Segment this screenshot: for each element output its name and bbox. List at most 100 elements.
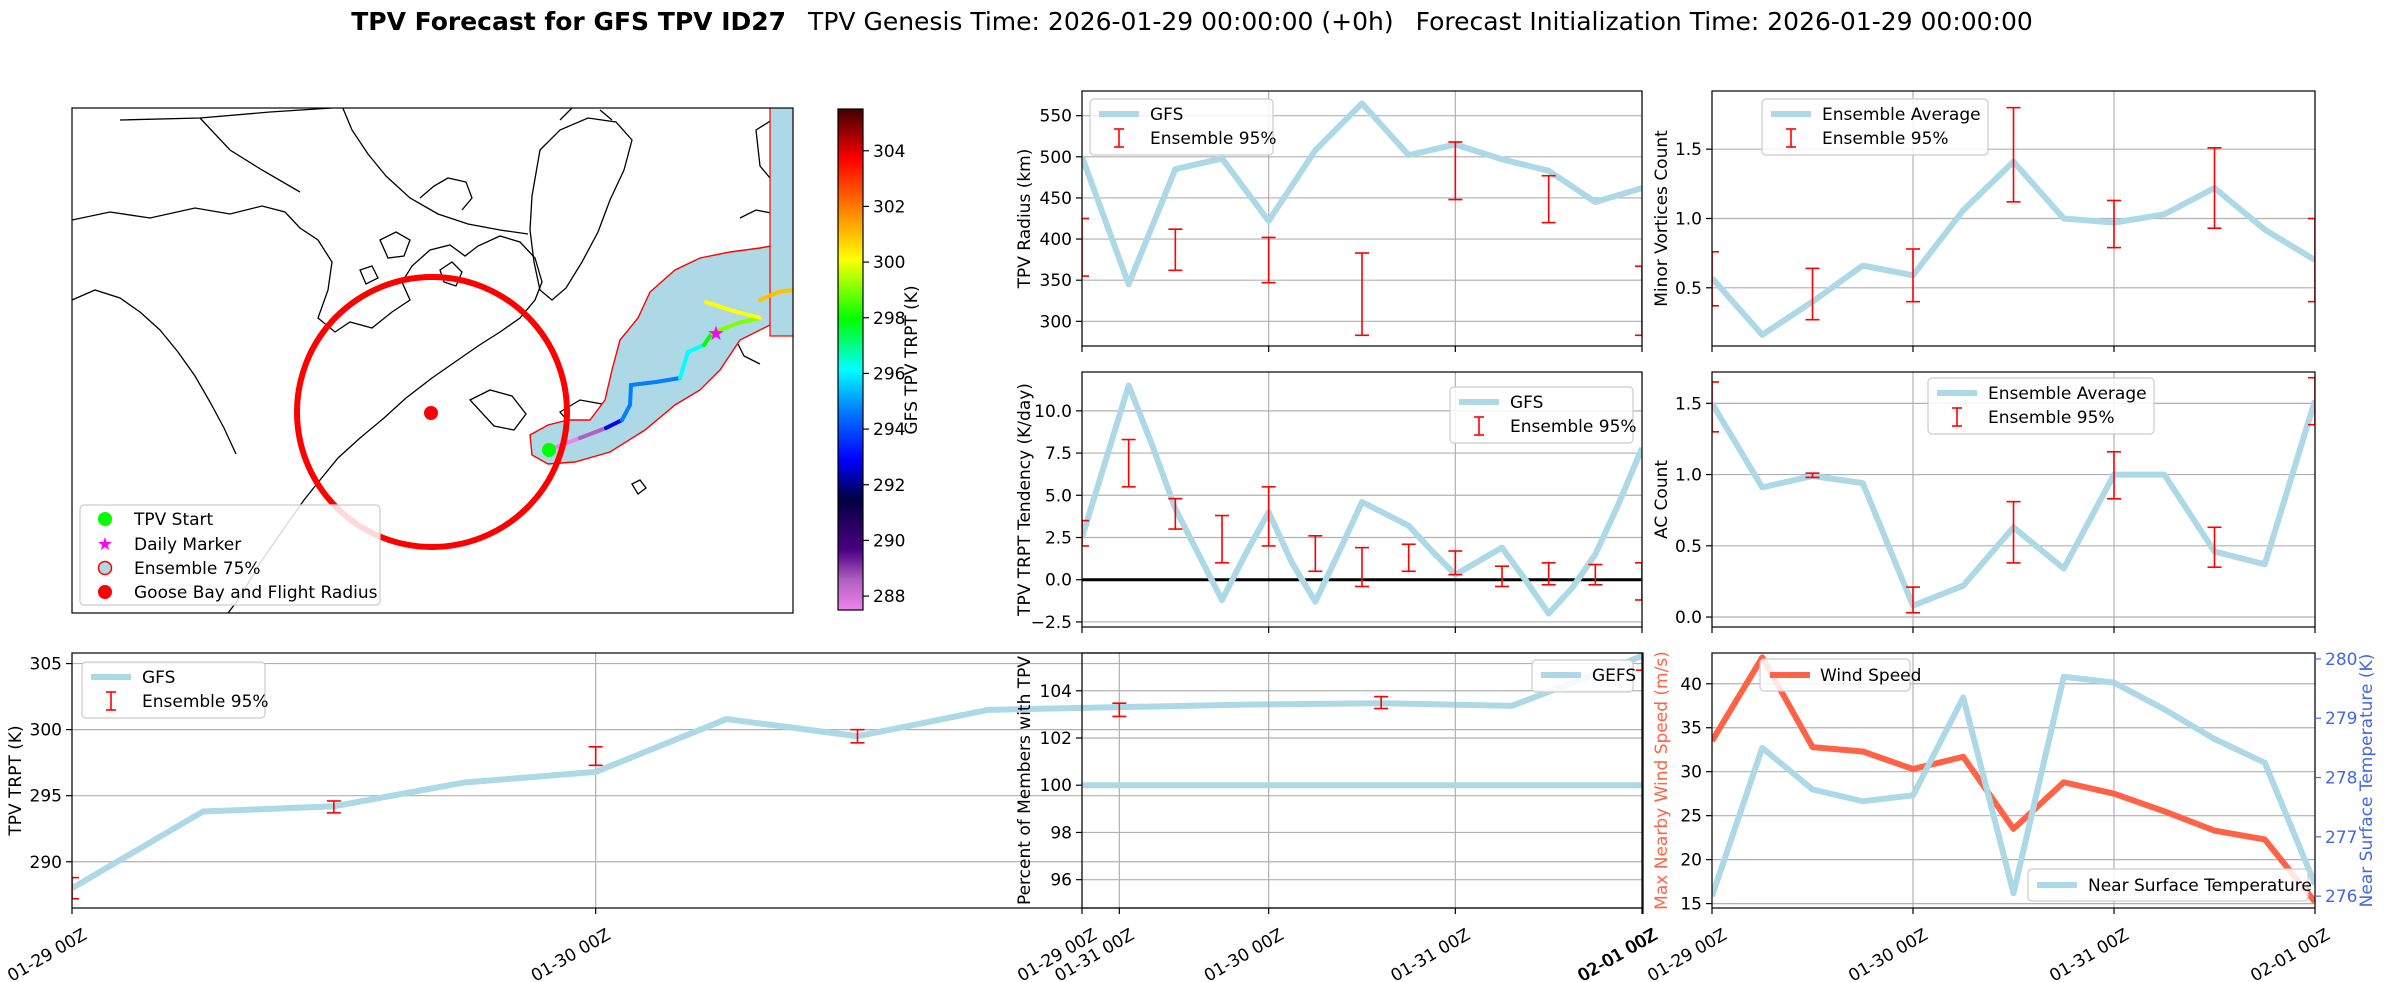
tendency-errorbar [1541,562,1556,586]
minor-plot-area [1712,106,2315,338]
colorbar-tick-label: 300 [873,253,905,273]
ac-errorbar [2006,500,2021,564]
legend-ensemble-symbol [97,560,113,576]
wind_temp-frame [1711,652,2316,909]
wind-legend-label: Wind Speed [1820,666,1921,686]
tendency-ytick-label: 10.0 [1034,402,1072,422]
tendency-errorbar [1121,438,1136,488]
trpt-chart: 290 295 300 305 01-29 00Z 01-30 00Z 01-31 00Z 0… [4,652,1662,982]
trpt-errorbar [850,728,865,744]
goose-bay-marker [424,406,438,420]
tendency-legend-label: Ensemble 95% [1510,417,1637,437]
legend-goose-symbol [98,585,112,599]
trpt-ytick-label: 290 [30,853,62,873]
ac-ytick-label: 0.5 [1675,537,1702,557]
wind-legend: Wind Speed [1759,658,1921,692]
ac-frame [1711,371,2316,628]
percent-legend-box [1531,659,1634,693]
trpt-errorbar [326,800,341,814]
minor-legend-errorbar-icon [1786,128,1796,148]
colorbar-gradient [837,108,864,611]
wind_temp-ytick-label: 25 [1680,807,1702,827]
colorbar-tick-label: 296 [873,364,905,384]
ac-errorbar [2207,526,2222,568]
wind_temp-xtick-label: 01-31 00Z [2046,925,2132,982]
ac-errorbar [1906,586,1920,614]
radius-ytick-label: 350 [1040,271,1072,291]
trpt-errorbar [1636,653,1643,671]
percent-frame [1081,652,1643,909]
colorbar-tick-label: 290 [873,531,905,551]
map-panel: ★ TPV Start ★ Daily Marker Ensemble 75% … [71,107,922,614]
ac-legend-box [1927,377,2155,435]
colorbar-tick-label: 292 [873,476,905,496]
tendency-legend-label: GFS [1510,393,1543,413]
wind_temp-xtick-label: 01-30 00Z [1845,925,1931,982]
wind_temp-ylabel: Max Nearby Wind Speed (m/s) [1652,651,1672,910]
minor-errorbar [2308,217,2315,303]
legend-start-symbol [98,512,112,526]
minor-ylabel: Minor Vortices Count [1652,130,1672,307]
wind_temp-ytick-right-label: 279 [2325,709,2357,729]
minor-legend: Ensemble Average Ensemble 95% [1761,98,1989,156]
trpt-plot-area [72,653,1643,900]
minor-ytick-label: 1.5 [1675,140,1702,160]
trpt-xtick-label: 01-29 00Z [4,925,90,982]
wind_temp-ytick-right-label: 277 [2325,828,2357,848]
ac-ytick-label: 0.0 [1675,608,1702,628]
trpt-frame [71,652,1644,909]
trpt-legend: GFS Ensemble 95% [81,661,269,719]
trpt-ytick-label: 305 [30,655,62,675]
ac-legend-label: Ensemble 95% [1988,408,2115,428]
ac-ylabel: AC Count [1652,460,1672,539]
minor-legend-box [1761,98,1989,156]
trpt-ytick-label: 295 [30,787,62,807]
map-content [72,108,793,613]
wind_temp-plot-area [1712,654,2315,904]
colorbar-tick-label: 294 [873,420,905,440]
tendency-errorbar [1588,563,1603,586]
radius-errorbar [1448,141,1463,201]
trpt-ytick-label: 300 [30,721,62,741]
tendency-errorbar [1261,486,1276,547]
tendency-errorbar [1448,550,1463,576]
radius-legend-errorbar-icon [1114,128,1124,148]
ensemble-edge-region [769,108,793,337]
tendency-errorbar [1355,546,1369,588]
wind_temp-ytick-right-label: 278 [2325,769,2357,789]
minor-ytick-label: 0.5 [1675,279,1702,299]
ac-legend: Ensemble Average Ensemble 95% [1927,377,2155,435]
percent-xtick-label: 01-31 00Z [1388,925,1474,982]
ac-plot-area [1712,376,2315,614]
temp-legend-box [2027,868,2309,902]
ac-ytick-label: 1.0 [1675,466,1702,486]
trpt-legend-label: Ensemble 95% [142,692,269,712]
ac-legend-label: Ensemble Average [1988,384,2147,404]
tendency-ytick-label: 2.5 [1045,528,1072,548]
percent-legend: GEFS [1531,659,1636,693]
radius-plot-area [1082,100,1642,337]
wind_temp-ytick-right-label: 276 [2325,887,2357,907]
percent-ylabel: Percent of Members with TPV [1015,656,1035,905]
tendency-legend: GFS Ensemble 95% [1449,386,1637,444]
tendency-ytick-label: 7.5 [1045,444,1072,464]
wind_temp-ytick-label: 35 [1680,719,1702,739]
minor-errorbar [1712,250,1719,307]
radius-legend-label: Ensemble 95% [1150,129,1277,149]
trpt-errorbar [588,746,603,767]
trpt-legend-label: GFS [142,668,175,688]
flight-radius-circle [294,274,570,550]
wind_temp-ylabel-right: Near Surface Temperature (K) [2357,654,2377,908]
trpt-errorbar [1374,695,1389,710]
minor-ytick-label: 1.0 [1675,210,1702,230]
radius-errorbar [1541,174,1556,224]
radius-series-gfs [1082,100,1642,288]
wind_temp-ytick-label: 40 [1680,675,1702,695]
percent-ytick-label: 100 [1040,776,1072,796]
minor-errorbar [2107,199,2121,249]
radius-ylabel: TPV Radius (km) [1015,149,1035,290]
wind_temp-series-near-surface-temperature [1712,673,2315,898]
